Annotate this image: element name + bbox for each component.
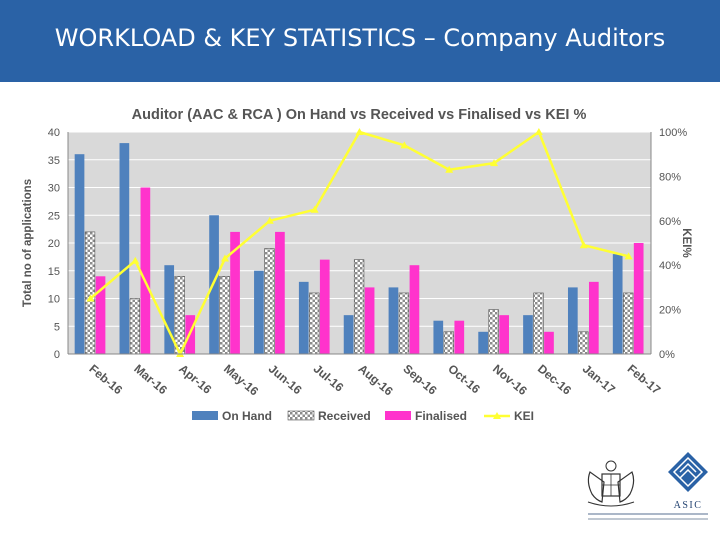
kei-point bbox=[310, 205, 319, 213]
bar-received bbox=[443, 331, 454, 355]
slide-header: WORKLOAD & KEY STATISTICS – Company Audi… bbox=[0, 0, 720, 82]
y-tick-label: 15 bbox=[48, 266, 60, 278]
slide-title: WORKLOAD & KEY STATISTICS – Company Audi… bbox=[54, 24, 666, 52]
bar-on-hand bbox=[388, 287, 399, 354]
kei-point bbox=[220, 254, 229, 262]
bar-received bbox=[264, 248, 275, 355]
y2-tick-label: 40% bbox=[659, 260, 681, 272]
bar-finalised bbox=[95, 276, 106, 354]
kei-point bbox=[534, 128, 543, 135]
bar-received bbox=[219, 276, 230, 355]
bar-finalised bbox=[544, 331, 554, 354]
y2-axis-label: KEI% bbox=[680, 228, 692, 257]
y-axis-label: Total no of applications bbox=[22, 179, 34, 307]
legend-swatch-finalised bbox=[385, 411, 411, 420]
bar-received bbox=[623, 292, 634, 355]
x-tick-label: Sep-16 bbox=[400, 362, 439, 398]
x-tick-label: Oct-16 bbox=[445, 362, 483, 397]
y-tick-label: 5 bbox=[54, 321, 60, 333]
legend-label-finalised: Finalised bbox=[415, 409, 467, 423]
asic-logo-text: ASIC bbox=[674, 500, 703, 511]
y2-tick-label: 60% bbox=[659, 216, 681, 228]
y-tick-label: 35 bbox=[48, 155, 60, 167]
legend-swatch-received bbox=[287, 410, 315, 421]
bar-received bbox=[533, 292, 544, 355]
bar-received bbox=[578, 331, 589, 355]
y-tick-label: 10 bbox=[48, 294, 60, 306]
y2-tick-label: 80% bbox=[659, 171, 681, 183]
legend: On Hand Received Finalised KEI bbox=[192, 409, 534, 423]
y-tick-label: 25 bbox=[48, 210, 60, 222]
x-tick-label: Feb-17 bbox=[625, 362, 664, 398]
bar-finalised bbox=[409, 265, 420, 354]
bar-finalised bbox=[275, 231, 285, 354]
y-tick-label: 20 bbox=[48, 238, 60, 250]
x-tick-label: Nov-16 bbox=[490, 362, 530, 399]
x-tick-label: Aug-16 bbox=[356, 362, 396, 399]
coat-of-arms-icon bbox=[587, 460, 635, 507]
x-tick-label: Feb-16 bbox=[86, 362, 125, 398]
x-tick-label: Jul-16 bbox=[311, 362, 347, 395]
y2-tick-label: 0% bbox=[659, 349, 675, 361]
x-tick-label: Apr-16 bbox=[176, 362, 214, 397]
combo-chart: 0 5 10 15 20 25 30 35 40 0% 20% 40% 60% 80% 100% Feb-16… bbox=[22, 107, 692, 423]
bar-received bbox=[129, 298, 141, 355]
bar-on-hand bbox=[343, 315, 354, 354]
legend-label-kei: KEI bbox=[514, 409, 534, 423]
bar-finalised bbox=[633, 243, 644, 354]
x-tick-label: Jun-16 bbox=[266, 362, 305, 398]
x-tick-label: Jan-17 bbox=[580, 362, 618, 397]
legend-label-on-hand: On Hand bbox=[222, 409, 272, 423]
bar-on-hand bbox=[612, 254, 623, 354]
bar-finalised bbox=[319, 259, 330, 354]
bar-finalised bbox=[140, 187, 151, 354]
bar-on-hand bbox=[74, 154, 85, 354]
bar-finalised bbox=[230, 231, 240, 354]
bar-on-hand bbox=[523, 315, 533, 354]
bar-on-hand bbox=[567, 287, 578, 354]
legend-marker-kei bbox=[493, 412, 501, 419]
bar-finalised bbox=[588, 281, 599, 354]
kei-point bbox=[490, 159, 499, 167]
kei-point bbox=[400, 141, 409, 149]
bar-received bbox=[309, 292, 320, 355]
bar-on-hand bbox=[254, 270, 264, 354]
bar-received bbox=[84, 231, 96, 355]
y-tick-label: 30 bbox=[48, 183, 60, 195]
y2-tick-label: 100% bbox=[659, 127, 687, 139]
bar-received bbox=[174, 276, 185, 355]
bar-on-hand bbox=[433, 320, 444, 354]
x-tick-label: Mar-16 bbox=[131, 362, 170, 398]
bar-received bbox=[398, 292, 410, 355]
kei-point bbox=[131, 256, 140, 264]
kei-point bbox=[579, 241, 588, 249]
bar-on-hand bbox=[164, 265, 175, 354]
bar-on-hand bbox=[119, 143, 130, 354]
legend-label-received: Received bbox=[318, 409, 371, 423]
kei-point bbox=[265, 216, 274, 224]
bar-received bbox=[353, 259, 365, 355]
bar-finalised bbox=[454, 320, 465, 354]
bars bbox=[74, 143, 644, 355]
asic-logo: ASIC bbox=[576, 450, 716, 530]
x-tick-label: Dec-16 bbox=[535, 362, 574, 398]
x-tick-label: May-16 bbox=[221, 362, 261, 399]
kei-point bbox=[624, 252, 633, 260]
bar-on-hand bbox=[298, 281, 309, 354]
kei-point bbox=[86, 294, 95, 302]
bar-on-hand bbox=[478, 331, 488, 354]
kei-point bbox=[355, 128, 364, 135]
legend-swatch-on-hand bbox=[192, 411, 218, 420]
chart-title: Auditor (AAC & RCA ) On Hand vs Received… bbox=[132, 107, 587, 123]
bar-finalised bbox=[364, 287, 375, 354]
y-tick-label: 0 bbox=[54, 349, 60, 361]
bar-received bbox=[488, 309, 499, 355]
y2-tick-label: 20% bbox=[659, 305, 681, 317]
asic-emblem-icon bbox=[668, 452, 708, 492]
kei-point bbox=[445, 165, 454, 173]
y-tick-label: 40 bbox=[48, 127, 60, 139]
bar-finalised bbox=[499, 315, 509, 354]
